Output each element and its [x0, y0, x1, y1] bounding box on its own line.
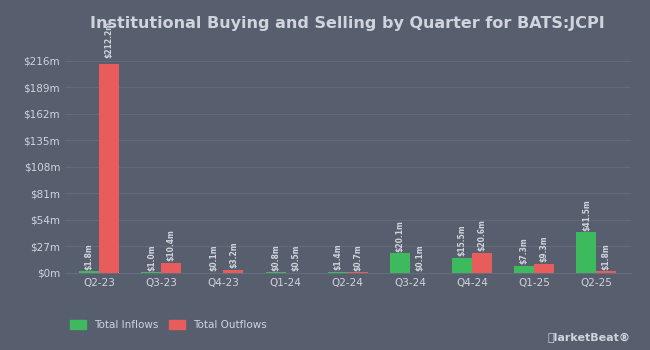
Text: $0.7m: $0.7m — [353, 244, 362, 271]
Title: Institutional Buying and Selling by Quarter for BATS:JCPI: Institutional Buying and Selling by Quar… — [90, 16, 605, 31]
Text: $1.4m: $1.4m — [333, 244, 343, 270]
Bar — [577, 232, 596, 273]
Bar — [472, 253, 492, 273]
Text: $212.2m: $212.2m — [105, 21, 114, 58]
Text: $20.1m: $20.1m — [395, 220, 404, 252]
Text: $7.3m: $7.3m — [520, 238, 528, 264]
Bar — [99, 64, 119, 273]
Text: ⸸larketBeat®: ⸸larketBeat® — [547, 333, 630, 343]
Bar — [596, 271, 616, 273]
Text: $20.6m: $20.6m — [478, 219, 486, 251]
Text: $10.4m: $10.4m — [167, 230, 176, 261]
Bar — [224, 270, 243, 273]
Text: $0.5m: $0.5m — [291, 245, 300, 271]
Text: $0.1m: $0.1m — [415, 245, 424, 272]
Text: $15.5m: $15.5m — [458, 225, 467, 256]
Text: $9.3m: $9.3m — [540, 236, 549, 262]
Text: $0.8m: $0.8m — [271, 244, 280, 271]
Bar — [534, 264, 554, 273]
Bar — [266, 272, 285, 273]
Bar — [390, 253, 410, 273]
Bar — [161, 263, 181, 273]
Bar — [452, 258, 472, 273]
Text: $0.1m: $0.1m — [209, 245, 218, 272]
Bar — [328, 272, 348, 273]
Legend: Total Inflows, Total Outflows: Total Inflows, Total Outflows — [70, 320, 266, 330]
Bar — [348, 272, 368, 273]
Bar — [79, 271, 99, 273]
Text: $1.8m: $1.8m — [602, 243, 611, 270]
Bar — [514, 266, 534, 273]
Text: $1.0m: $1.0m — [147, 244, 156, 271]
Text: $1.8m: $1.8m — [84, 243, 94, 270]
Text: $3.2m: $3.2m — [229, 242, 238, 268]
Text: $41.5m: $41.5m — [582, 199, 591, 231]
Bar — [142, 272, 161, 273]
